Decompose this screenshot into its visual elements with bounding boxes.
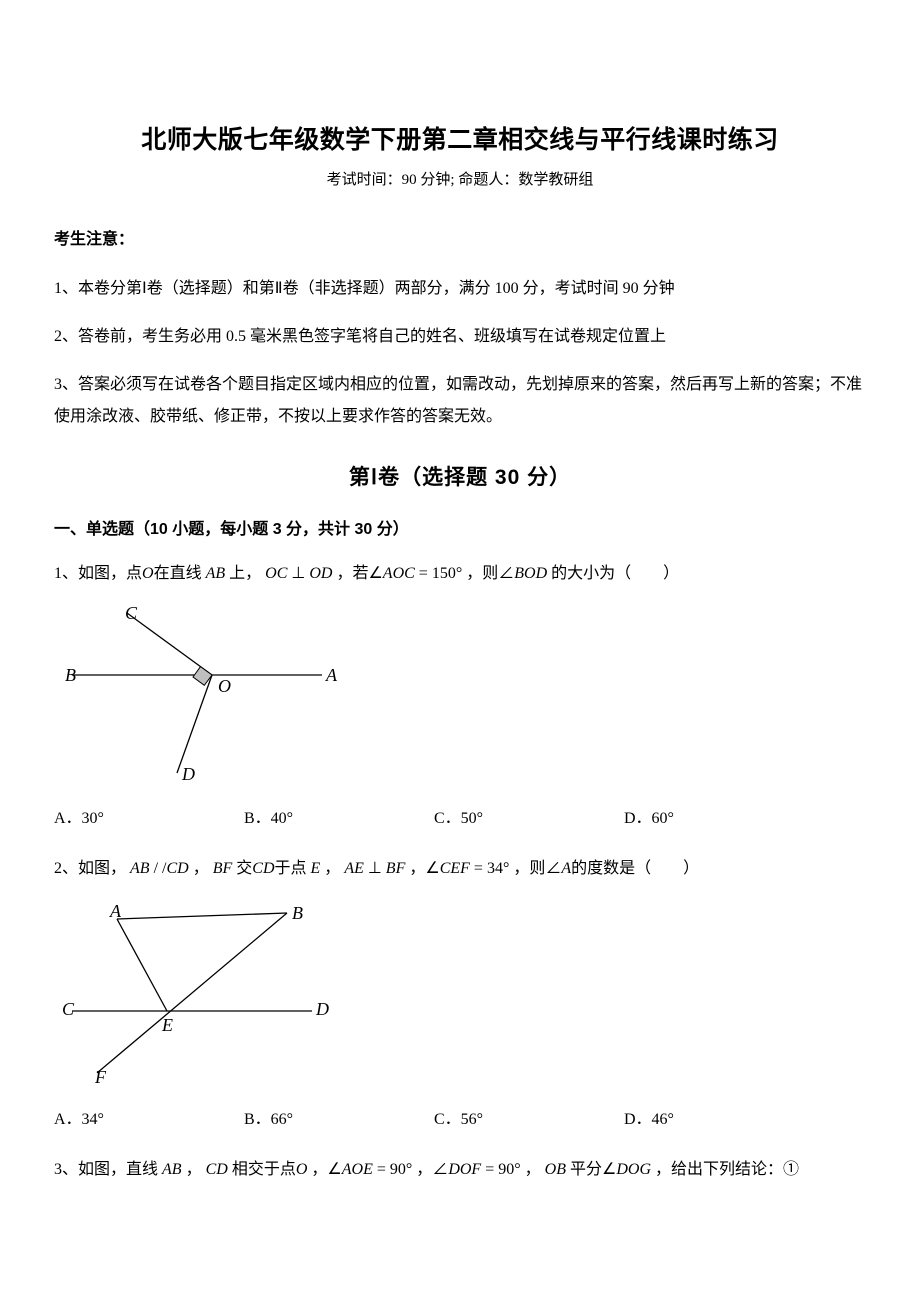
text: 在直线 bbox=[154, 565, 202, 582]
label-e: E bbox=[161, 1015, 173, 1035]
math-var: E bbox=[307, 860, 325, 877]
math-var: AOC bbox=[383, 565, 415, 582]
math-var: CEF bbox=[440, 860, 470, 877]
option-b: B．40° bbox=[244, 804, 434, 828]
options-row: A．30° B．40° C．50° D．60° bbox=[54, 804, 866, 828]
angle-symbol: ∠ bbox=[368, 565, 382, 582]
options-row: A．34° B．66° C．56° D．46° bbox=[54, 1105, 866, 1129]
math-var: BF bbox=[213, 860, 233, 877]
subsection-heading: 一、单选题（10 小题，每小题 3 分，共计 30 分） bbox=[54, 515, 866, 539]
math-expr: = 90° ， bbox=[481, 1161, 540, 1178]
text: 1、如图，点 bbox=[54, 565, 142, 582]
math-var: CD bbox=[252, 860, 274, 877]
notice-item: 3、答案必须写在试卷各个题目指定区域内相应的位置，如需改动，先划掉原来的答案，然… bbox=[54, 369, 866, 433]
text: 的大小为（ ） bbox=[547, 565, 679, 582]
angle-symbol: ∠ bbox=[432, 1161, 448, 1178]
angle-symbol: ∠ bbox=[545, 860, 561, 877]
text: ， bbox=[324, 860, 344, 877]
option-c: C．56° bbox=[434, 1105, 624, 1129]
math-var: BF bbox=[386, 860, 406, 877]
option-c: C．50° bbox=[434, 804, 624, 828]
math-var: AOE bbox=[342, 1161, 373, 1178]
math-expr: = 150° ，则 bbox=[415, 565, 498, 582]
math-var: DOF bbox=[448, 1161, 481, 1178]
math-var: AB bbox=[158, 1161, 186, 1178]
math-var: O bbox=[142, 565, 154, 582]
label-c: C bbox=[62, 999, 75, 1019]
option-a: A．30° bbox=[54, 804, 244, 828]
label-f: F bbox=[94, 1067, 107, 1086]
line-fb bbox=[97, 913, 287, 1073]
math-expr: = 34° ，则 bbox=[470, 860, 545, 877]
label-o: O bbox=[218, 676, 231, 696]
page-title: 北师大版七年级数学下册第二章相交线与平行线课时练习 bbox=[54, 120, 866, 156]
question-stem: 1、如图，点O在直线 AB 上， OC ⊥ OD ，若∠AOC = 150° ，… bbox=[54, 559, 866, 589]
math-var: CD bbox=[166, 860, 188, 877]
ray-od bbox=[177, 675, 212, 773]
ray-oc bbox=[127, 613, 212, 675]
text: 3、如图，直线 bbox=[54, 1161, 158, 1178]
text: ， bbox=[311, 1161, 327, 1178]
label-d: D bbox=[181, 764, 195, 784]
parallel-symbol: / / bbox=[154, 860, 167, 877]
notice-item: 2、答卷前，考生务必用 0.5 毫米黑色签字笔将自己的姓名、班级填写在试卷规定位… bbox=[54, 321, 866, 353]
q1-figure: C B A O D bbox=[62, 605, 866, 790]
math-var: OD bbox=[309, 565, 332, 582]
perp-symbol: ⊥ bbox=[364, 860, 386, 877]
section-heading: 第Ⅰ卷（选择题 30 分） bbox=[54, 461, 866, 491]
text: 相交于点 bbox=[232, 1161, 296, 1178]
math-var: AB bbox=[202, 565, 230, 582]
option-b: B．66° bbox=[244, 1105, 434, 1129]
text: ， bbox=[405, 860, 425, 877]
text: 平分 bbox=[570, 1161, 602, 1178]
label-b: B bbox=[292, 903, 303, 923]
notice-heading: 考生注意： bbox=[54, 225, 866, 249]
segment-ea bbox=[117, 919, 167, 1011]
angle-symbol: ∠ bbox=[602, 1161, 616, 1178]
math-var: A bbox=[561, 860, 571, 877]
page-subtitle: 考试时间：90 分钟; 命题人：数学教研组 bbox=[54, 168, 866, 189]
segment-ab bbox=[117, 913, 287, 919]
option-a: A．34° bbox=[54, 1105, 244, 1129]
notice-item: 1、本卷分第Ⅰ卷（选择题）和第Ⅱ卷（非选择题）两部分，满分 100 分，考试时间… bbox=[54, 273, 866, 305]
option-d: D．46° bbox=[624, 1105, 814, 1129]
math-var: AE bbox=[344, 860, 364, 877]
math-var: OC bbox=[261, 565, 287, 582]
angle-symbol: ∠ bbox=[498, 565, 514, 582]
math-var: BOD bbox=[514, 565, 547, 582]
text: ，给出下列结论：① bbox=[651, 1161, 799, 1178]
option-d: D．60° bbox=[624, 804, 814, 828]
text: 于点 bbox=[275, 860, 307, 877]
label-a: A bbox=[325, 665, 338, 685]
math-var: OB bbox=[541, 1161, 570, 1178]
text: ， bbox=[189, 860, 213, 877]
math-var: CD bbox=[202, 1161, 232, 1178]
text: 上， bbox=[229, 565, 261, 582]
math-var: DOG bbox=[616, 1161, 651, 1178]
label-d: D bbox=[315, 999, 329, 1019]
math-expr: = 90° ， bbox=[373, 1161, 432, 1178]
text: ，若 bbox=[332, 565, 368, 582]
text: 2、如图， bbox=[54, 860, 126, 877]
question-stem: 3、如图，直线 AB ， CD 相交于点O ，∠AOE = 90° ，∠DOF … bbox=[54, 1155, 866, 1185]
label-c: C bbox=[125, 605, 138, 623]
text: ， bbox=[186, 1161, 202, 1178]
label-a: A bbox=[109, 901, 122, 921]
angle-symbol: ∠ bbox=[425, 860, 439, 877]
q2-figure: A B C D E F bbox=[62, 901, 866, 1091]
text: 的度数是（ ） bbox=[571, 860, 699, 877]
question-stem: 2、如图， AB / /CD ， BF 交CD于点 E ， AE ⊥ BF ，∠… bbox=[54, 854, 866, 884]
label-b: B bbox=[65, 665, 76, 685]
perp-symbol: ⊥ bbox=[287, 565, 309, 582]
angle-symbol: ∠ bbox=[327, 1161, 341, 1178]
math-var: AB bbox=[126, 860, 154, 877]
text: 交 bbox=[232, 860, 252, 877]
math-var: O bbox=[296, 1161, 312, 1178]
